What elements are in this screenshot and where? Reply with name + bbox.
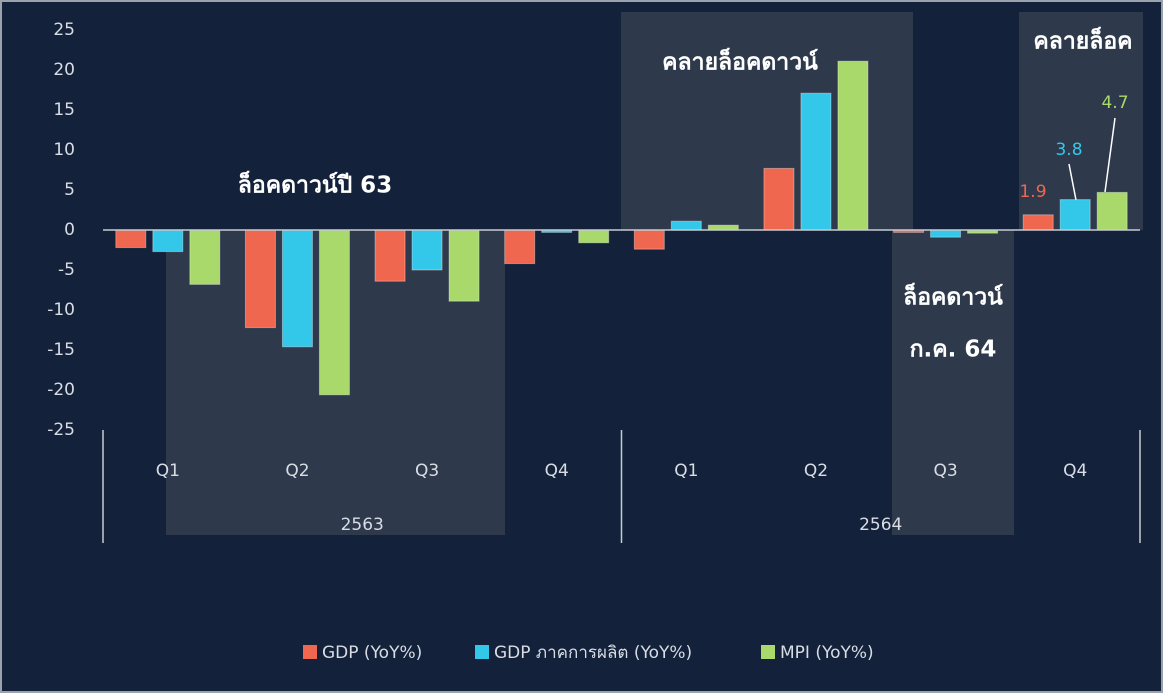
legend-swatch: [303, 645, 317, 659]
shade: [892, 230, 1014, 535]
y-tick-label: 0: [64, 220, 75, 240]
y-tick-label: -25: [47, 420, 75, 440]
bar: [244, 229, 276, 329]
annotation: ล็อคดาวน์: [903, 282, 1003, 311]
data-label: 1.9: [1019, 182, 1046, 202]
group-label: 2564: [859, 515, 902, 535]
y-tick-label: -5: [58, 260, 75, 280]
y-tick-label: -15: [47, 340, 75, 360]
bar: [152, 229, 184, 253]
legend-label: GDP (YoY%): [322, 643, 422, 663]
x-tick-label: Q2: [285, 461, 309, 481]
bar: [800, 92, 832, 231]
legend-swatch: [475, 645, 489, 659]
y-tick-label: 25: [53, 20, 75, 40]
y-tick-label: -10: [47, 300, 75, 320]
bar: [115, 229, 147, 249]
data-label: 3.8: [1055, 140, 1082, 160]
bar: [448, 229, 480, 302]
bar: [633, 229, 665, 250]
x-tick-label: Q1: [674, 461, 698, 481]
x-tick-label: Q4: [545, 461, 569, 481]
bar: [189, 229, 221, 285]
annotation: ล็อคดาวน์ปี 63: [238, 170, 392, 199]
bar: [374, 229, 406, 282]
bar: [411, 229, 443, 271]
annotation: ก.ค. 64: [910, 337, 997, 363]
bar: [1022, 214, 1054, 231]
y-tick-label: 5: [64, 180, 75, 200]
group-label: 2563: [341, 515, 384, 535]
bar: [504, 229, 536, 265]
bar: [318, 229, 350, 396]
x-tick-label: Q4: [1063, 461, 1087, 481]
y-tick-label: 15: [53, 100, 75, 120]
annotation: คลายล็อคดาวน์: [662, 47, 818, 76]
x-tick-label: Q2: [804, 461, 828, 481]
x-tick-label: Q3: [415, 461, 439, 481]
x-tick-label: Q1: [156, 461, 180, 481]
y-tick-label: -20: [47, 380, 75, 400]
leader-line: [1104, 117, 1116, 193]
legend-label: MPI (YoY%): [780, 643, 874, 663]
bar: [670, 220, 702, 231]
bar: [763, 167, 795, 231]
annotation: คลายล็อค: [1033, 26, 1132, 55]
bar: [1096, 191, 1128, 231]
data-label: 4.7: [1101, 93, 1128, 113]
bar: [281, 229, 313, 348]
bar: [1059, 199, 1091, 231]
legend-swatch: [761, 645, 775, 659]
bar: [837, 60, 869, 231]
bar: [578, 229, 610, 244]
x-tick-label: Q3: [933, 461, 957, 481]
y-tick-label: 10: [53, 140, 75, 160]
y-tick-label: 20: [53, 60, 75, 80]
bar: [930, 229, 962, 238]
leader-line: [1068, 163, 1077, 201]
legend-label: GDP ภาคการผลิต (YoY%): [494, 643, 692, 663]
